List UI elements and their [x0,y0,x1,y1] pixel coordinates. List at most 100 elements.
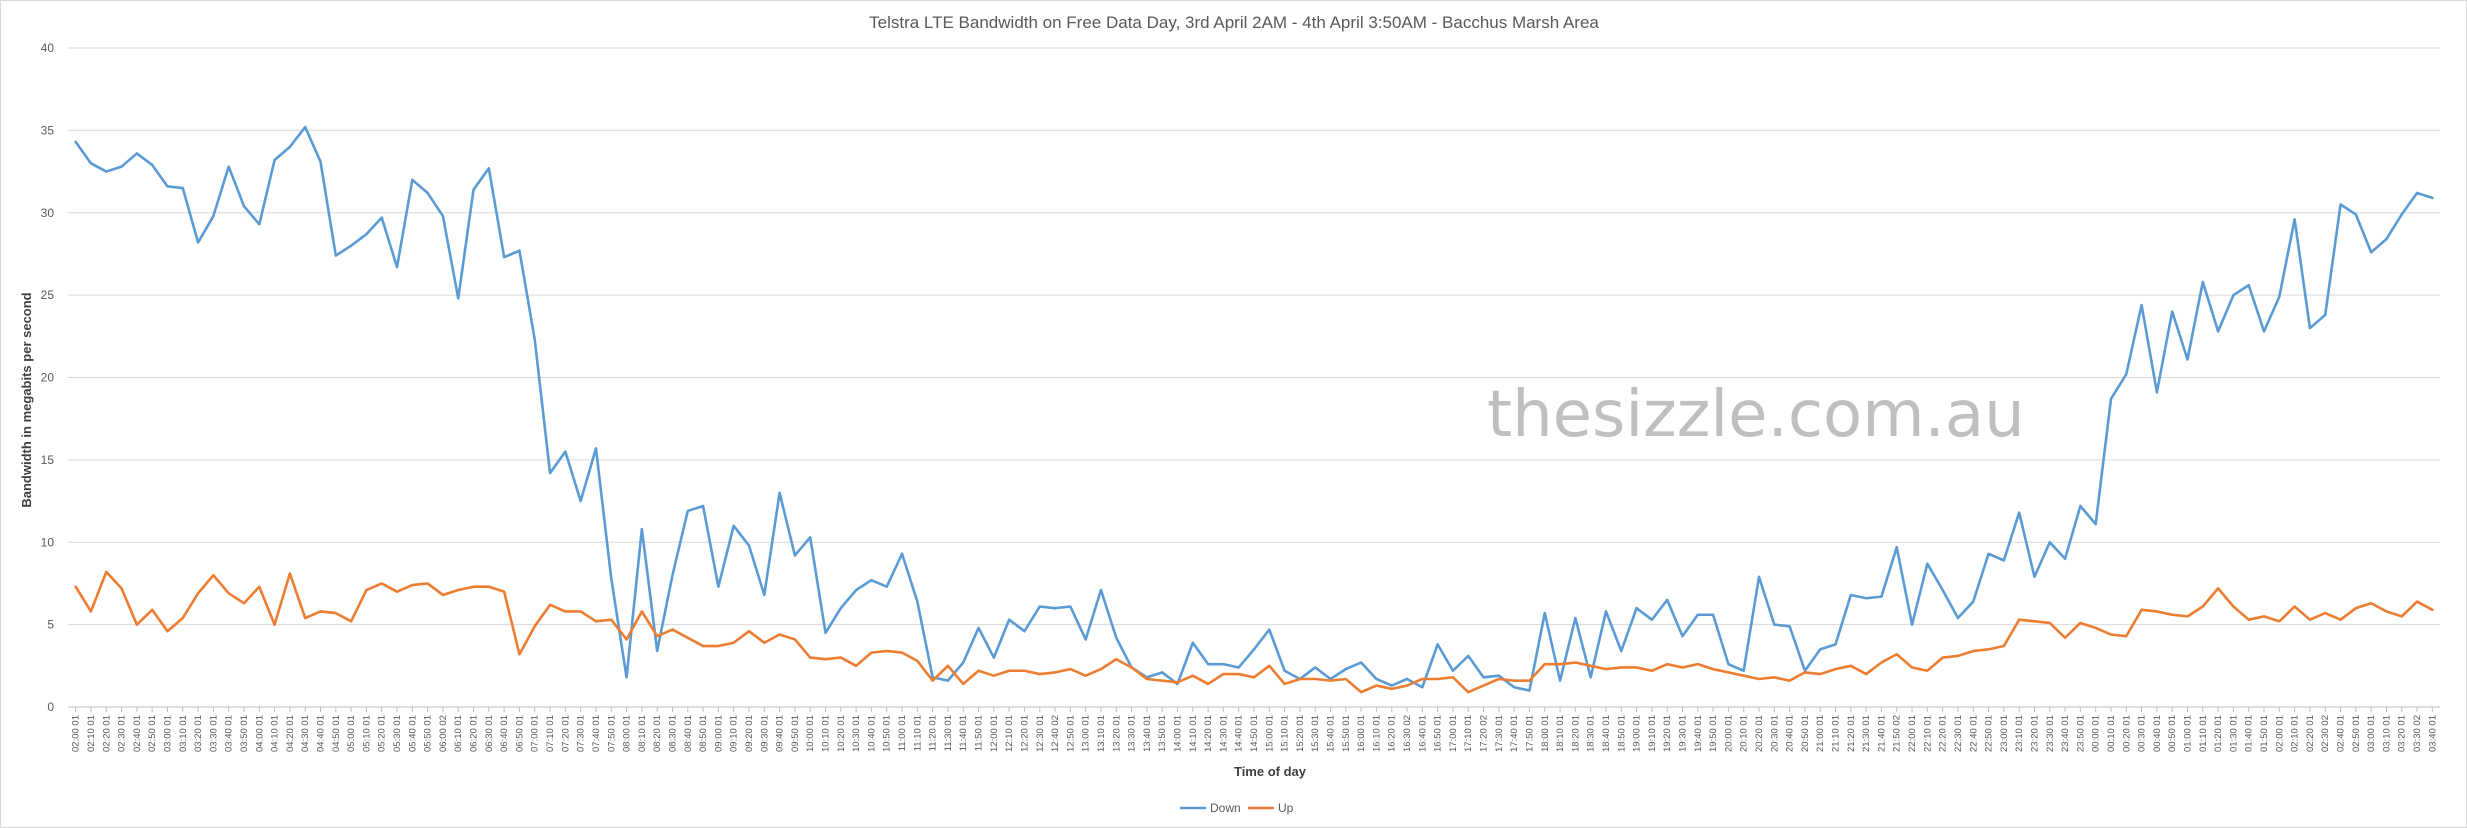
x-tick-label: 02:30 02 [2320,715,2331,752]
x-tick-label: 15:10 01 [1280,715,1291,752]
x-tick-label: 08:00 01 [622,715,633,752]
x-tick-label: 12:20 01 [1019,715,1030,752]
x-tick-label: 13:40 01 [1142,715,1153,752]
x-tick-label: 23:50 01 [2075,715,2086,752]
x-tick-label: 20:40 01 [1785,715,1796,752]
x-tick-label: 13:50 01 [1157,715,1168,752]
x-tick-label: 00:20 01 [2121,715,2132,752]
x-tick-label: 10:00 01 [805,715,816,752]
x-tick-label: 17:20 02 [1479,715,1490,752]
x-tick-label: 05:20 01 [377,715,388,752]
x-tick-label: 22:30 01 [1953,715,1964,752]
x-tick-label: 03:10 01 [2381,715,2392,752]
x-tick-label: 05:30 01 [392,715,403,752]
x-tick-label: 15:50 01 [1341,715,1352,752]
x-tick-label: 12:50 01 [1065,715,1076,752]
x-tick-label: 01:10 01 [2198,715,2209,752]
x-tick-label: 21:00 01 [1815,715,1826,752]
x-tick-label: 19:40 01 [1693,715,1704,752]
x-tick-label: 12:10 01 [1004,715,1015,752]
watermark-text: thesizzle.com.au [1487,378,2025,452]
x-tick-label: 02:40 01 [132,715,143,752]
x-tick-label: 16:10 01 [1371,715,1382,752]
x-tick-label: 23:30 01 [2045,715,2056,752]
x-tick-label: 15:20 01 [1295,715,1306,752]
x-tick-label: 02:40 01 [2336,715,2347,752]
x-tick-label: 02:50 01 [2351,715,2362,752]
x-tick-label: 14:00 01 [1172,715,1183,752]
x-tick-label: 02:20 01 [2305,715,2316,752]
x-tick-label: 21:40 01 [1876,715,1887,752]
y-tick-label: 5 [47,618,54,632]
y-tick-label: 30 [41,206,55,220]
x-tick-label: 13:10 01 [1096,715,1107,752]
x-tick-label: 09:20 01 [744,715,755,752]
x-tick-label: 22:50 01 [1984,715,1995,752]
x-tick-label: 02:10 01 [86,715,97,752]
x-tick-label: 05:10 01 [361,715,372,752]
x-tick-label: 03:00 01 [2366,715,2377,752]
x-tick-label: 12:30 01 [1035,715,1046,752]
x-tick-label: 20:00 01 [1723,715,1734,752]
x-tick-label: 00:40 01 [2152,715,2163,752]
x-tick-label: 09:40 01 [775,715,786,752]
x-tick-label: 06:20 01 [469,715,480,752]
x-tick-label: 03:20 01 [2397,715,2408,752]
x-tick-label: 08:10 01 [637,715,648,752]
x-tick-label: 18:50 01 [1616,715,1627,752]
x-tick-label: 04:10 01 [270,715,281,752]
x-tick-label: 17:00 01 [1448,715,1459,752]
x-tick-label: 16:30 02 [1402,715,1413,752]
x-tick-label: 05:40 01 [407,715,418,752]
y-axis-ticks: 0 5 10 15 20 25 30 35 40 [41,41,55,714]
x-tick-label: 09:10 01 [729,715,740,752]
legend: Down Up [1180,801,1294,815]
x-tick-label: 01:30 01 [2228,715,2239,752]
x-tick-label: 17:40 01 [1509,715,1520,752]
x-tick-label: 07:30 01 [576,715,587,752]
series-line-up [74,570,2434,694]
x-tick-label: 02:30 01 [117,715,128,752]
x-tick-label: 14:10 01 [1188,715,1199,752]
x-tick-label: 15:40 01 [1326,715,1337,752]
x-tick-label: 06:50 01 [514,715,525,752]
x-tick-label: 07:50 01 [606,715,617,752]
x-tick-label: 17:30 01 [1494,715,1505,752]
x-tick-label: 05:50 01 [423,715,434,752]
x-tick-label: 03:20 01 [193,715,204,752]
x-tick-label: 21:10 01 [1831,715,1842,752]
x-tick-label: 01:50 01 [2259,715,2270,752]
x-tick-label: 11:10 01 [912,715,923,751]
x-tick-label: 14:20 01 [1203,715,1214,752]
x-tick-label: 02:20 01 [101,715,112,752]
x-tick-label: 03:40 01 [2427,715,2438,752]
x-tick-label: 13:30 01 [1127,715,1138,752]
x-tick-label: 00:50 01 [2167,715,2178,752]
x-tick-label: 03:30 02 [2412,715,2423,752]
x-tick-label: 23:40 01 [2060,715,2071,752]
x-tick-label: 22:40 01 [1968,715,1979,752]
x-tick-label: 02:00 01 [2274,715,2285,752]
x-tick-label: 01:20 01 [2213,715,2224,752]
x-tick-label: 18:10 01 [1555,715,1566,752]
x-tick-label: 04:40 01 [316,715,327,752]
x-tick-label: 18:30 01 [1586,715,1597,752]
x-tick-label: 06:40 01 [499,715,510,752]
x-tick-label: 16:20 01 [1387,715,1398,752]
x-tick-label: 07:00 01 [530,715,541,752]
x-tick-label: 02:10 01 [2290,715,2301,752]
x-tick-label: 08:30 01 [667,715,678,752]
x-tick-label: 13:00 01 [1081,715,1092,752]
x-tick-label: 11:40 01 [958,715,969,751]
x-tick-label: 04:30 01 [300,715,311,752]
x-tick-label: 04:20 01 [285,715,296,752]
x-tick-label: 19:10 01 [1647,715,1658,752]
x-tick-label: 03:40 01 [224,715,235,752]
x-tick-label: 22:00 01 [1907,715,1918,752]
x-tick-label: 19:50 01 [1708,715,1719,752]
x-tick-label: 14:30 01 [1218,715,1229,752]
x-tick-label: 10:20 01 [836,715,847,752]
x-tick-label: 12:40 02 [1050,715,1061,752]
